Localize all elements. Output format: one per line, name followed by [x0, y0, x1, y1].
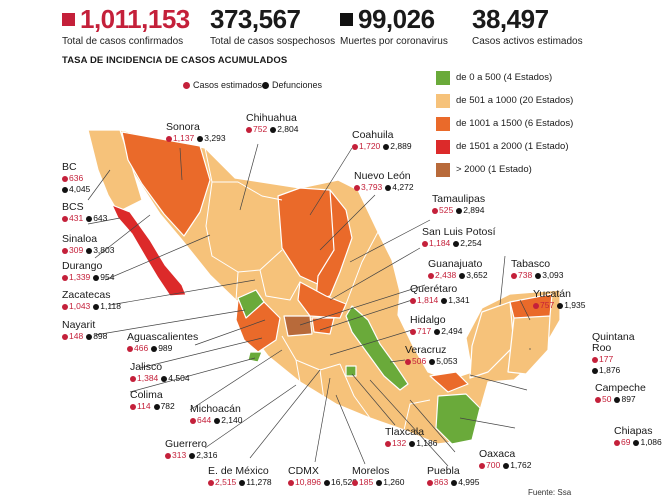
stat-deaths-value: 99,026 [340, 6, 448, 32]
key-cases: Casos estimados [183, 80, 262, 90]
stat-deaths-label: Muertes por coronavirus [340, 36, 448, 47]
legend-swatch [436, 116, 450, 131]
red-square-icon [62, 12, 75, 26]
legend-swatch [436, 93, 450, 108]
legend: de 0 a 500 (4 Estados) de 501 a 1000 (20… [436, 66, 573, 181]
legend-item: de 1501 a 2000 (1 Estado) [436, 135, 573, 158]
state-label-tlaxcala: Tlaxcala 132 1,186 [385, 426, 438, 448]
stat-confirmed-label: Total de casos confirmados [62, 36, 184, 47]
campeche-shape [469, 301, 515, 379]
state-label-edomex: E. de México 2,515 11,278 [208, 465, 272, 487]
nayarit-shape [237, 289, 265, 319]
leader-lines [87, 143, 531, 467]
colima-shape [247, 351, 263, 363]
state-label-morelos: Morelos 185 1,260 [352, 465, 405, 487]
state-label-zacatecas: Zacatecas 1,043 1,118 [62, 289, 121, 311]
stat-suspected-value: 373,567 [210, 4, 301, 34]
slp-shape [297, 281, 347, 319]
legend-item: de 501 a 1000 (20 Estados) [436, 89, 573, 112]
state-label-guerrero: Guerrero 313 2,316 [165, 438, 218, 460]
state-label-chihuahua: Chihuahua 752 2,804 [246, 112, 299, 134]
stat-suspected: 373,567 Total de casos sospechosos [210, 6, 335, 47]
state-label-aguascalientes: Aguascalientes 466 989 [127, 331, 199, 353]
state-label-veracruz: Veracruz 506 5,053 [405, 344, 458, 366]
sonora-shape [121, 131, 211, 237]
state-label-bcs: BCS 431 643 [62, 201, 108, 223]
state-label-yucatan: Yucatán 757 1,935 [533, 288, 586, 310]
source-note: Fuente: Ssa [528, 488, 572, 497]
state-label-durango: Durango 1,339 954 [62, 260, 115, 282]
state-label-puebla: Puebla 863 4,995 [427, 465, 480, 487]
guanajuato-shape [283, 315, 313, 337]
state-label-slp: San Luis Potosí 1,184 2,254 [422, 226, 496, 248]
state-label-coahuila: Coahuila 1,720 2,889 [352, 129, 412, 151]
state-label-oaxaca: Oaxaca 700 1,762 [479, 448, 532, 470]
stat-suspected-label: Total de casos sospechosos [210, 36, 336, 47]
veracruz-shape [345, 305, 409, 391]
black-square-icon [340, 12, 353, 26]
tabasco-shape [429, 371, 469, 393]
stat-confirmed: 1,011,153 Total de casos confirmados [62, 6, 190, 47]
legend-swatch [436, 162, 450, 177]
state-label-guanajuato: Guanajuato 2,438 3,652 [428, 258, 488, 280]
map-heading: TASA DE INCIDENCIA DE CASOS ACUMULADOS [62, 55, 288, 66]
quintana-roo-shape [507, 315, 551, 375]
state-label-nuevo-leon: Nuevo León 3,793 4,272 [354, 170, 414, 192]
legend-item: de 0 a 500 (4 Estados) [436, 66, 573, 89]
state-borders [204, 147, 431, 431]
key-deaths: Defunciones [262, 80, 322, 90]
deaths-dot-icon [262, 81, 269, 89]
state-label-hidalgo: Hidalgo 717 2,494 [410, 314, 463, 336]
state-label-tamaulipas: Tamaulipas 525 2,894 [432, 193, 486, 215]
state-label-colima: Colima 114 782 [130, 389, 175, 411]
cases-dot-icon [183, 81, 190, 89]
queretaro-shape [311, 317, 335, 335]
state-label-queretaro: Querétaro 1,814 1,341 [410, 283, 470, 305]
state-label-quintana-roo: Quintana Roo 177 1,876 [592, 331, 635, 375]
legend-item: > 2000 (1 Estado) [436, 158, 573, 181]
state-label-campeche: Campeche 50 897 [595, 382, 646, 404]
state-label-jalisco: Jalisco 1,384 4,504 [130, 361, 190, 383]
legend-swatch [436, 139, 450, 154]
state-label-tabasco: Tabasco 738 3,093 [511, 258, 564, 280]
stat-confirmed-value: 1,011,153 [62, 6, 190, 32]
state-label-nayarit: Nayarit 148 898 [62, 319, 108, 341]
legend-item: de 1001 a 1500 (6 Estados) [436, 112, 573, 135]
state-label-sinaloa: Sinaloa 309 3,803 [62, 233, 115, 255]
stat-active-label: Casos activos estimados [472, 36, 583, 47]
stat-active: 38,497 Casos activos estimados [472, 6, 583, 47]
nuevo-leon-shape [315, 189, 353, 301]
bc-shape [87, 129, 143, 213]
state-label-cdmx: CDMX 10,896 16,520 [288, 465, 357, 487]
state-label-sonora: Sonora 1,137 3,293 [166, 121, 226, 143]
legend-swatch [436, 70, 450, 85]
stat-active-value: 38,497 [472, 4, 549, 34]
state-label-chiapas: Chiapas 69 1,086 [614, 425, 662, 447]
tlaxcala-shape [345, 365, 357, 377]
stat-deaths: 99,026 Muertes por coronavirus [340, 6, 448, 47]
state-label-michoacan: Michoacán 644 2,140 [190, 403, 243, 425]
chiapas-shape [435, 393, 481, 445]
state-label-bc: BC 636 4,045 [62, 161, 91, 194]
